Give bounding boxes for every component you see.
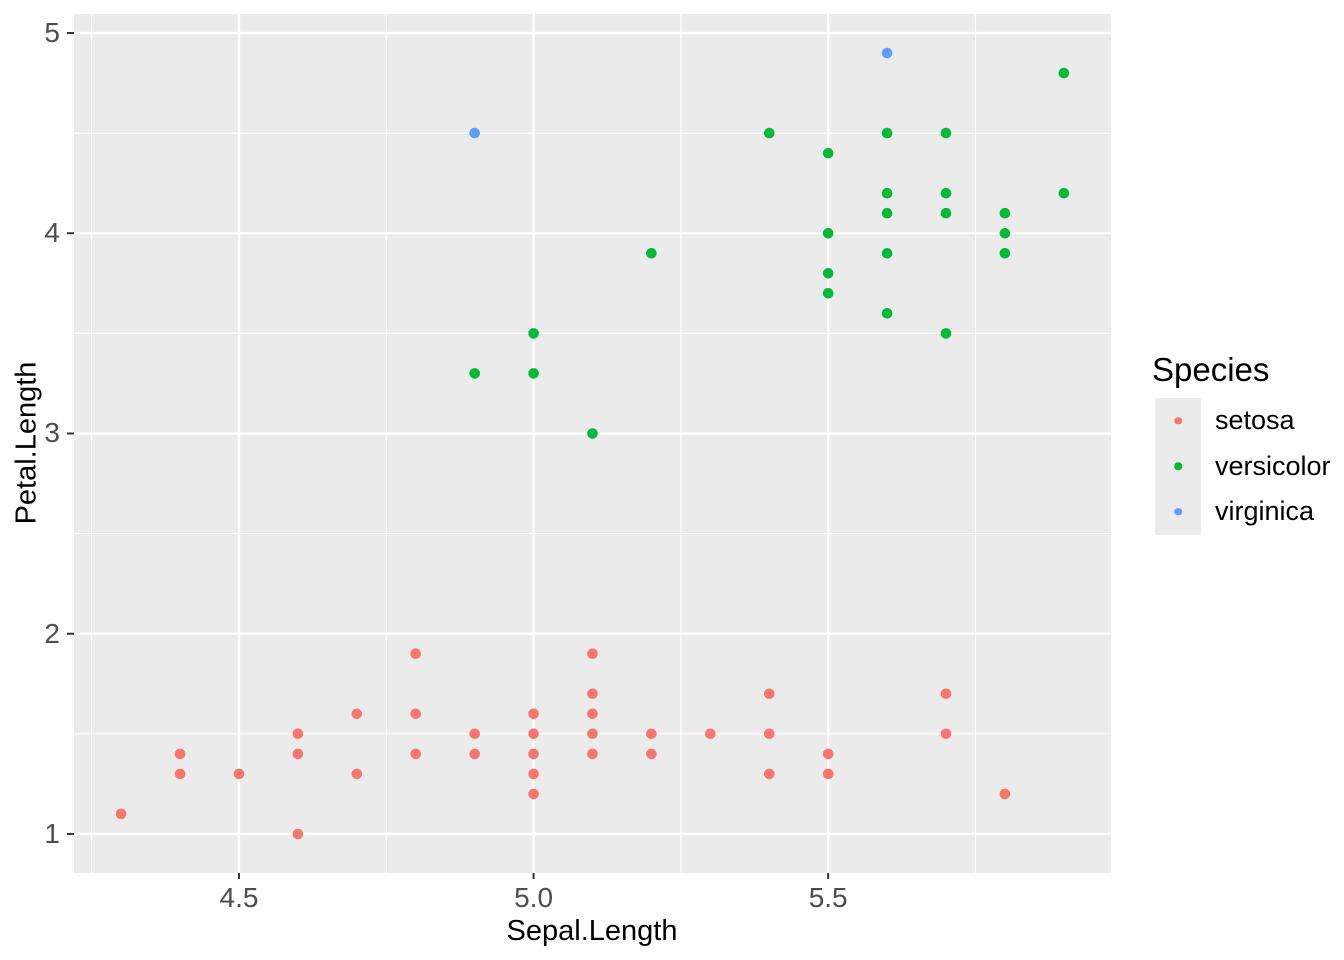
legend-key-box [1155, 489, 1201, 535]
y-axis-title: Petal.Length [10, 361, 43, 525]
data-point [233, 768, 245, 780]
data-point [646, 748, 657, 760]
data-point [999, 207, 1011, 219]
y-tick-label: 2 [44, 617, 60, 649]
legend-items: setosa versicolor virginica [1155, 398, 1331, 535]
data-point [822, 768, 834, 780]
data-point [587, 748, 598, 760]
data-point [999, 228, 1011, 239]
series-virginica [469, 47, 893, 139]
data-point [881, 308, 893, 319]
data-point [528, 708, 539, 720]
data-point [528, 788, 539, 800]
data-point [881, 187, 893, 199]
data-point [174, 748, 186, 760]
x-tick-label: 4.5 [219, 882, 259, 913]
virginica-dot-icon [1174, 508, 1182, 516]
legend-label: versicolor [1215, 450, 1331, 481]
data-point [764, 728, 775, 740]
data-point [940, 207, 952, 219]
data-point [351, 768, 363, 780]
x-tick-label: 5.5 [808, 882, 848, 913]
data-point [469, 728, 481, 740]
data-point [646, 248, 657, 259]
data-point [587, 428, 598, 439]
data-point [705, 728, 716, 740]
data-point [410, 748, 422, 760]
panel-background [74, 14, 1111, 873]
data-point [940, 728, 952, 740]
data-point [587, 728, 598, 740]
data-point [940, 328, 952, 339]
data-point [587, 708, 598, 720]
data-point [881, 248, 893, 259]
data-point [822, 228, 834, 239]
data-point [528, 728, 539, 740]
legend-label: virginica [1215, 496, 1315, 527]
x-tick-label: 5.0 [514, 882, 554, 913]
data-point [764, 127, 775, 139]
legend-label: setosa [1215, 405, 1295, 436]
legend-title: Species [1152, 351, 1270, 388]
data-point [174, 768, 186, 780]
y-tick-label: 1 [44, 817, 60, 849]
y-tick-label: 5 [44, 17, 60, 49]
data-point [822, 268, 834, 279]
legend-item-versicolor: versicolor [1155, 443, 1331, 490]
data-point [1058, 67, 1070, 79]
legend: Species setosa versicolor virginica [1152, 352, 1331, 535]
legend-key-box [1155, 398, 1201, 444]
data-point [469, 127, 481, 139]
x-axis-title: Sepal.Length [506, 915, 678, 947]
data-point [764, 768, 775, 780]
legend-key-box [1155, 443, 1201, 490]
data-point [764, 688, 775, 700]
data-point [292, 728, 304, 740]
legend-item-setosa: setosa [1155, 398, 1331, 444]
versicolor-dot-icon [1174, 462, 1182, 471]
data-point [292, 748, 304, 760]
data-point [999, 248, 1011, 259]
data-point [528, 328, 539, 339]
data-point [1058, 187, 1070, 199]
data-point [999, 788, 1011, 800]
data-point [646, 728, 657, 740]
data-point [881, 127, 893, 139]
data-point [351, 708, 363, 720]
data-point [528, 768, 539, 780]
data-point [587, 688, 598, 700]
axis-tick-marks [67, 32, 830, 879]
series-versicolor [469, 67, 1070, 439]
data-point [410, 708, 422, 720]
data-point [528, 368, 539, 379]
data-point [528, 748, 539, 760]
data-point [410, 648, 422, 659]
data-point [469, 368, 481, 379]
series-setosa [115, 648, 1011, 840]
data-point [881, 47, 893, 59]
data-point [822, 288, 834, 299]
data-point [822, 147, 834, 159]
data-point [115, 808, 127, 820]
data-point [822, 748, 834, 760]
data-point [940, 127, 952, 139]
setosa-dot-icon [1174, 417, 1182, 425]
data-point [292, 828, 304, 840]
data-point [587, 648, 598, 659]
data-point [940, 688, 952, 700]
data-point [940, 187, 952, 199]
legend-item-virginica: virginica [1155, 489, 1331, 535]
y-tick-label: 4 [44, 217, 60, 249]
data-point [469, 748, 481, 760]
data-point [881, 207, 893, 219]
y-tick-label: 3 [44, 417, 60, 449]
